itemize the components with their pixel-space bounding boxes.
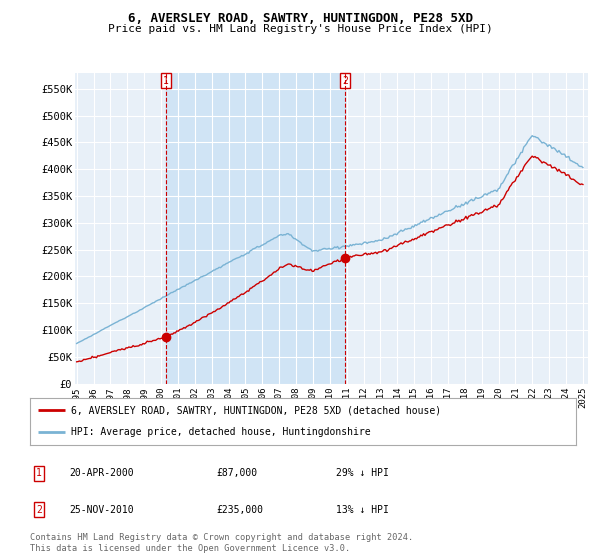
Text: 20-APR-2000: 20-APR-2000 xyxy=(69,468,134,478)
Text: 25-NOV-2010: 25-NOV-2010 xyxy=(69,505,134,515)
Text: 29% ↓ HPI: 29% ↓ HPI xyxy=(336,468,389,478)
Bar xyxy=(166,73,345,384)
Text: £87,000: £87,000 xyxy=(216,468,257,478)
Text: £235,000: £235,000 xyxy=(216,505,263,515)
Text: 2: 2 xyxy=(342,76,348,86)
Text: 1: 1 xyxy=(36,468,42,478)
Text: 6, AVERSLEY ROAD, SAWTRY, HUNTINGDON, PE28 5XD (detached house): 6, AVERSLEY ROAD, SAWTRY, HUNTINGDON, PE… xyxy=(71,405,441,416)
Text: 2: 2 xyxy=(36,505,42,515)
Text: Price paid vs. HM Land Registry's House Price Index (HPI): Price paid vs. HM Land Registry's House … xyxy=(107,24,493,34)
Text: 1: 1 xyxy=(163,76,169,86)
Text: 6, AVERSLEY ROAD, SAWTRY, HUNTINGDON, PE28 5XD: 6, AVERSLEY ROAD, SAWTRY, HUNTINGDON, PE… xyxy=(128,12,473,25)
Text: 13% ↓ HPI: 13% ↓ HPI xyxy=(336,505,389,515)
Text: HPI: Average price, detached house, Huntingdonshire: HPI: Average price, detached house, Hunt… xyxy=(71,427,371,437)
Text: Contains HM Land Registry data © Crown copyright and database right 2024.
This d: Contains HM Land Registry data © Crown c… xyxy=(30,533,413,553)
